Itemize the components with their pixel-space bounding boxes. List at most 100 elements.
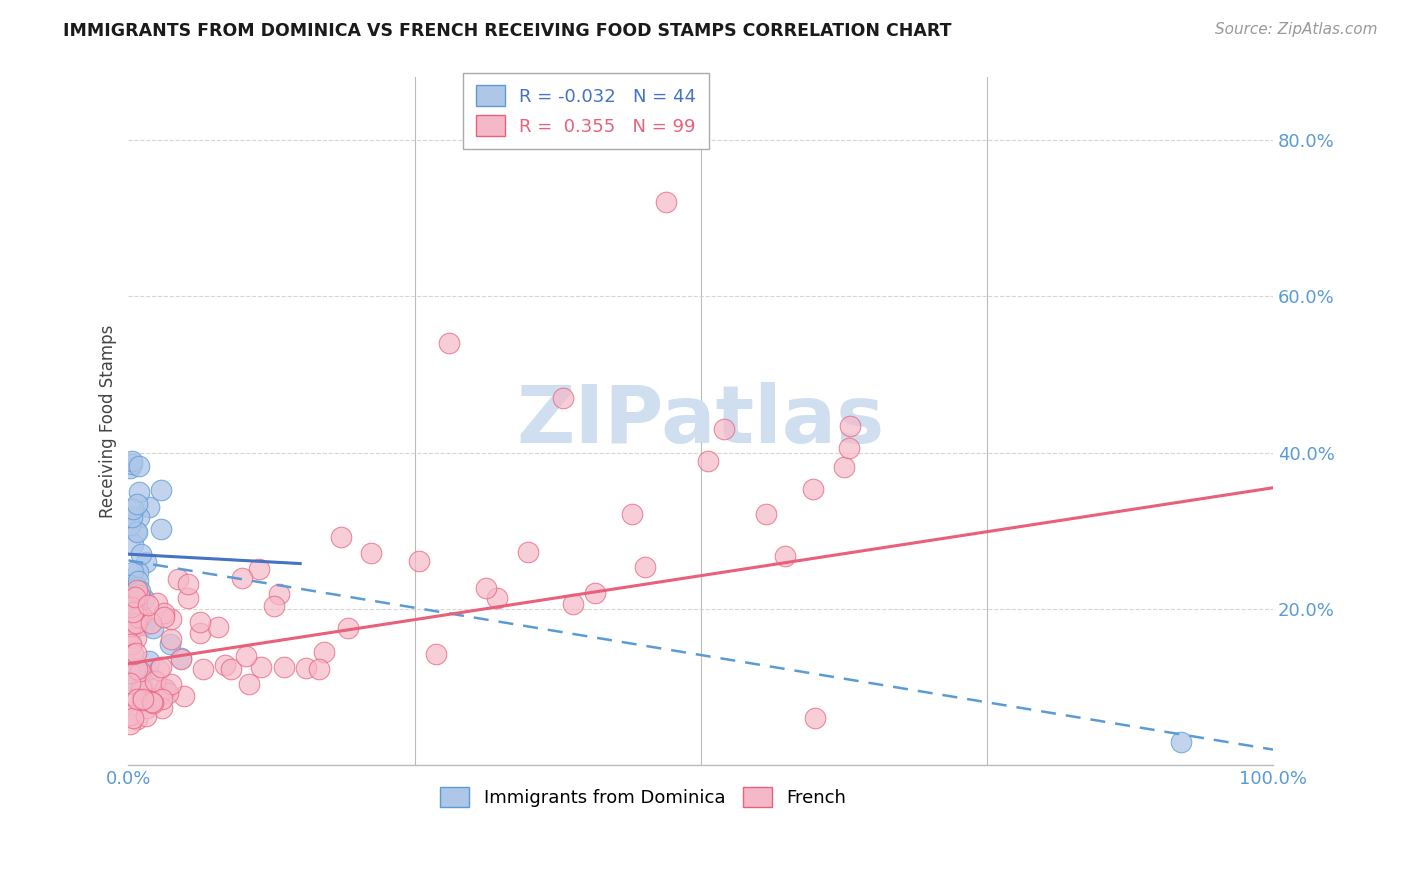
Point: [118, 589, 141, 603]
Point: [136, 701, 159, 715]
Point: [129, 609, 152, 624]
Point: [125, 692, 148, 706]
Point: [141, 697, 163, 711]
Point: [231, 571, 253, 585]
Point: [122, 501, 145, 516]
Point: [1170, 735, 1192, 749]
Point: [127, 580, 149, 594]
Point: [118, 518, 141, 533]
Point: [156, 686, 179, 700]
Point: [173, 689, 195, 703]
Point: [188, 626, 211, 640]
Point: [150, 483, 173, 498]
Point: [330, 530, 353, 544]
Point: [131, 693, 153, 707]
Point: [125, 524, 148, 538]
Point: [121, 510, 143, 524]
Point: [118, 618, 141, 632]
Point: [124, 661, 146, 675]
Point: [129, 681, 152, 695]
Point: [125, 583, 148, 598]
Point: [132, 591, 155, 606]
Point: [249, 660, 271, 674]
Point: [337, 621, 360, 635]
Point: [437, 336, 460, 351]
Point: [139, 695, 162, 709]
Point: [238, 677, 260, 691]
Point: [697, 453, 720, 467]
Point: [167, 572, 190, 586]
Point: [124, 615, 146, 629]
Point: [517, 545, 540, 559]
Point: [141, 616, 163, 631]
Point: [141, 695, 163, 709]
Point: [118, 707, 141, 722]
Point: [269, 587, 291, 601]
Point: [122, 647, 145, 661]
Point: [128, 664, 150, 678]
Point: [125, 496, 148, 510]
Point: [132, 691, 155, 706]
Text: ZIPatlas: ZIPatlas: [516, 383, 884, 460]
Point: [118, 619, 141, 633]
Point: [485, 591, 508, 606]
Point: [221, 663, 243, 677]
Point: [120, 599, 142, 614]
Point: [159, 677, 181, 691]
Point: [128, 510, 150, 524]
Point: [314, 645, 336, 659]
Point: [128, 459, 150, 474]
Point: [655, 195, 678, 210]
Point: [143, 681, 166, 696]
Point: [235, 648, 257, 663]
Point: [128, 485, 150, 500]
Point: [120, 675, 142, 690]
Point: [120, 693, 142, 707]
Point: [120, 716, 142, 731]
Point: [214, 657, 236, 672]
Point: [135, 555, 157, 569]
Point: [121, 457, 143, 471]
Point: [131, 684, 153, 698]
Point: [273, 660, 295, 674]
Point: [138, 694, 160, 708]
Point: [146, 690, 169, 705]
Point: [125, 662, 148, 676]
Point: [755, 508, 778, 522]
Point: [153, 681, 176, 696]
Legend: Immigrants from Dominica, French: Immigrants from Dominica, French: [433, 780, 853, 814]
Point: [153, 606, 176, 620]
Point: [247, 562, 270, 576]
Point: [127, 609, 149, 624]
Point: [159, 637, 181, 651]
Point: [832, 459, 855, 474]
Point: [138, 654, 160, 668]
Point: [127, 574, 149, 589]
Point: [118, 624, 141, 639]
Point: [121, 454, 143, 468]
Point: [132, 618, 155, 632]
Point: [207, 620, 229, 634]
Point: [150, 659, 173, 673]
Point: [122, 606, 145, 620]
Point: [562, 597, 585, 611]
Point: [128, 588, 150, 602]
Point: [125, 615, 148, 630]
Point: [263, 599, 285, 613]
Point: [125, 713, 148, 727]
Point: [153, 610, 176, 624]
Point: [838, 441, 860, 455]
Point: [170, 652, 193, 666]
Point: [132, 680, 155, 694]
Point: [124, 665, 146, 679]
Point: [191, 662, 214, 676]
Point: [170, 650, 193, 665]
Point: [160, 632, 183, 647]
Point: [125, 524, 148, 539]
Point: [129, 583, 152, 598]
Point: [143, 674, 166, 689]
Point: [152, 701, 174, 715]
Point: [136, 663, 159, 677]
Point: [136, 598, 159, 612]
Point: [425, 647, 447, 661]
